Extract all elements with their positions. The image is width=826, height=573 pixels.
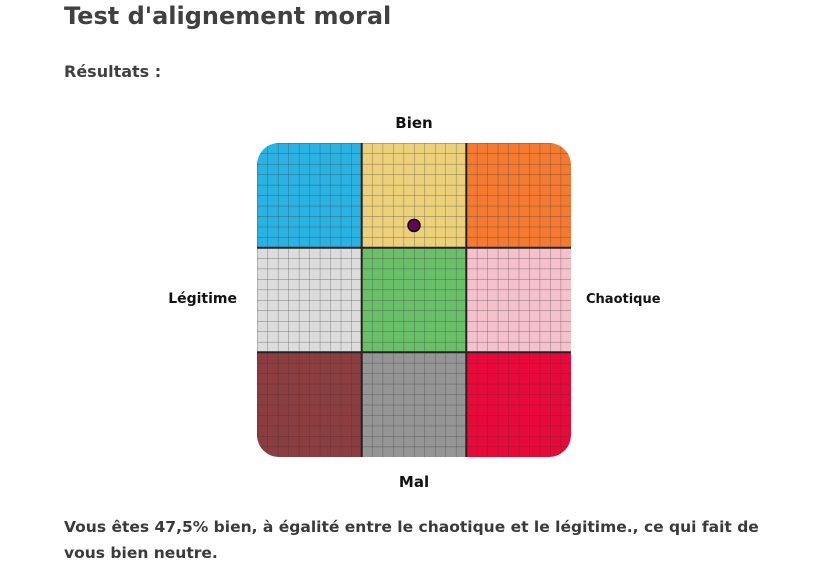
alignment-chart: Bien Mal Légitime Chaotique xyxy=(150,103,680,495)
axis-label-top: Bien xyxy=(395,114,432,132)
axis-label-left: Légitime xyxy=(168,291,237,307)
axis-label-right: Chaotique xyxy=(586,292,661,307)
page-title: Test d'alignement moral xyxy=(64,2,392,30)
result-text: Vous êtes 47,5% bien, à égalité entre le… xyxy=(64,518,759,562)
axis-label-bottom: Mal xyxy=(399,473,429,491)
results-heading: Résultats : xyxy=(64,62,162,81)
fine-gridlines xyxy=(257,143,571,457)
alignment-marker xyxy=(407,218,421,233)
alignment-grid-svg: Bien Mal Légitime Chaotique xyxy=(168,114,661,491)
